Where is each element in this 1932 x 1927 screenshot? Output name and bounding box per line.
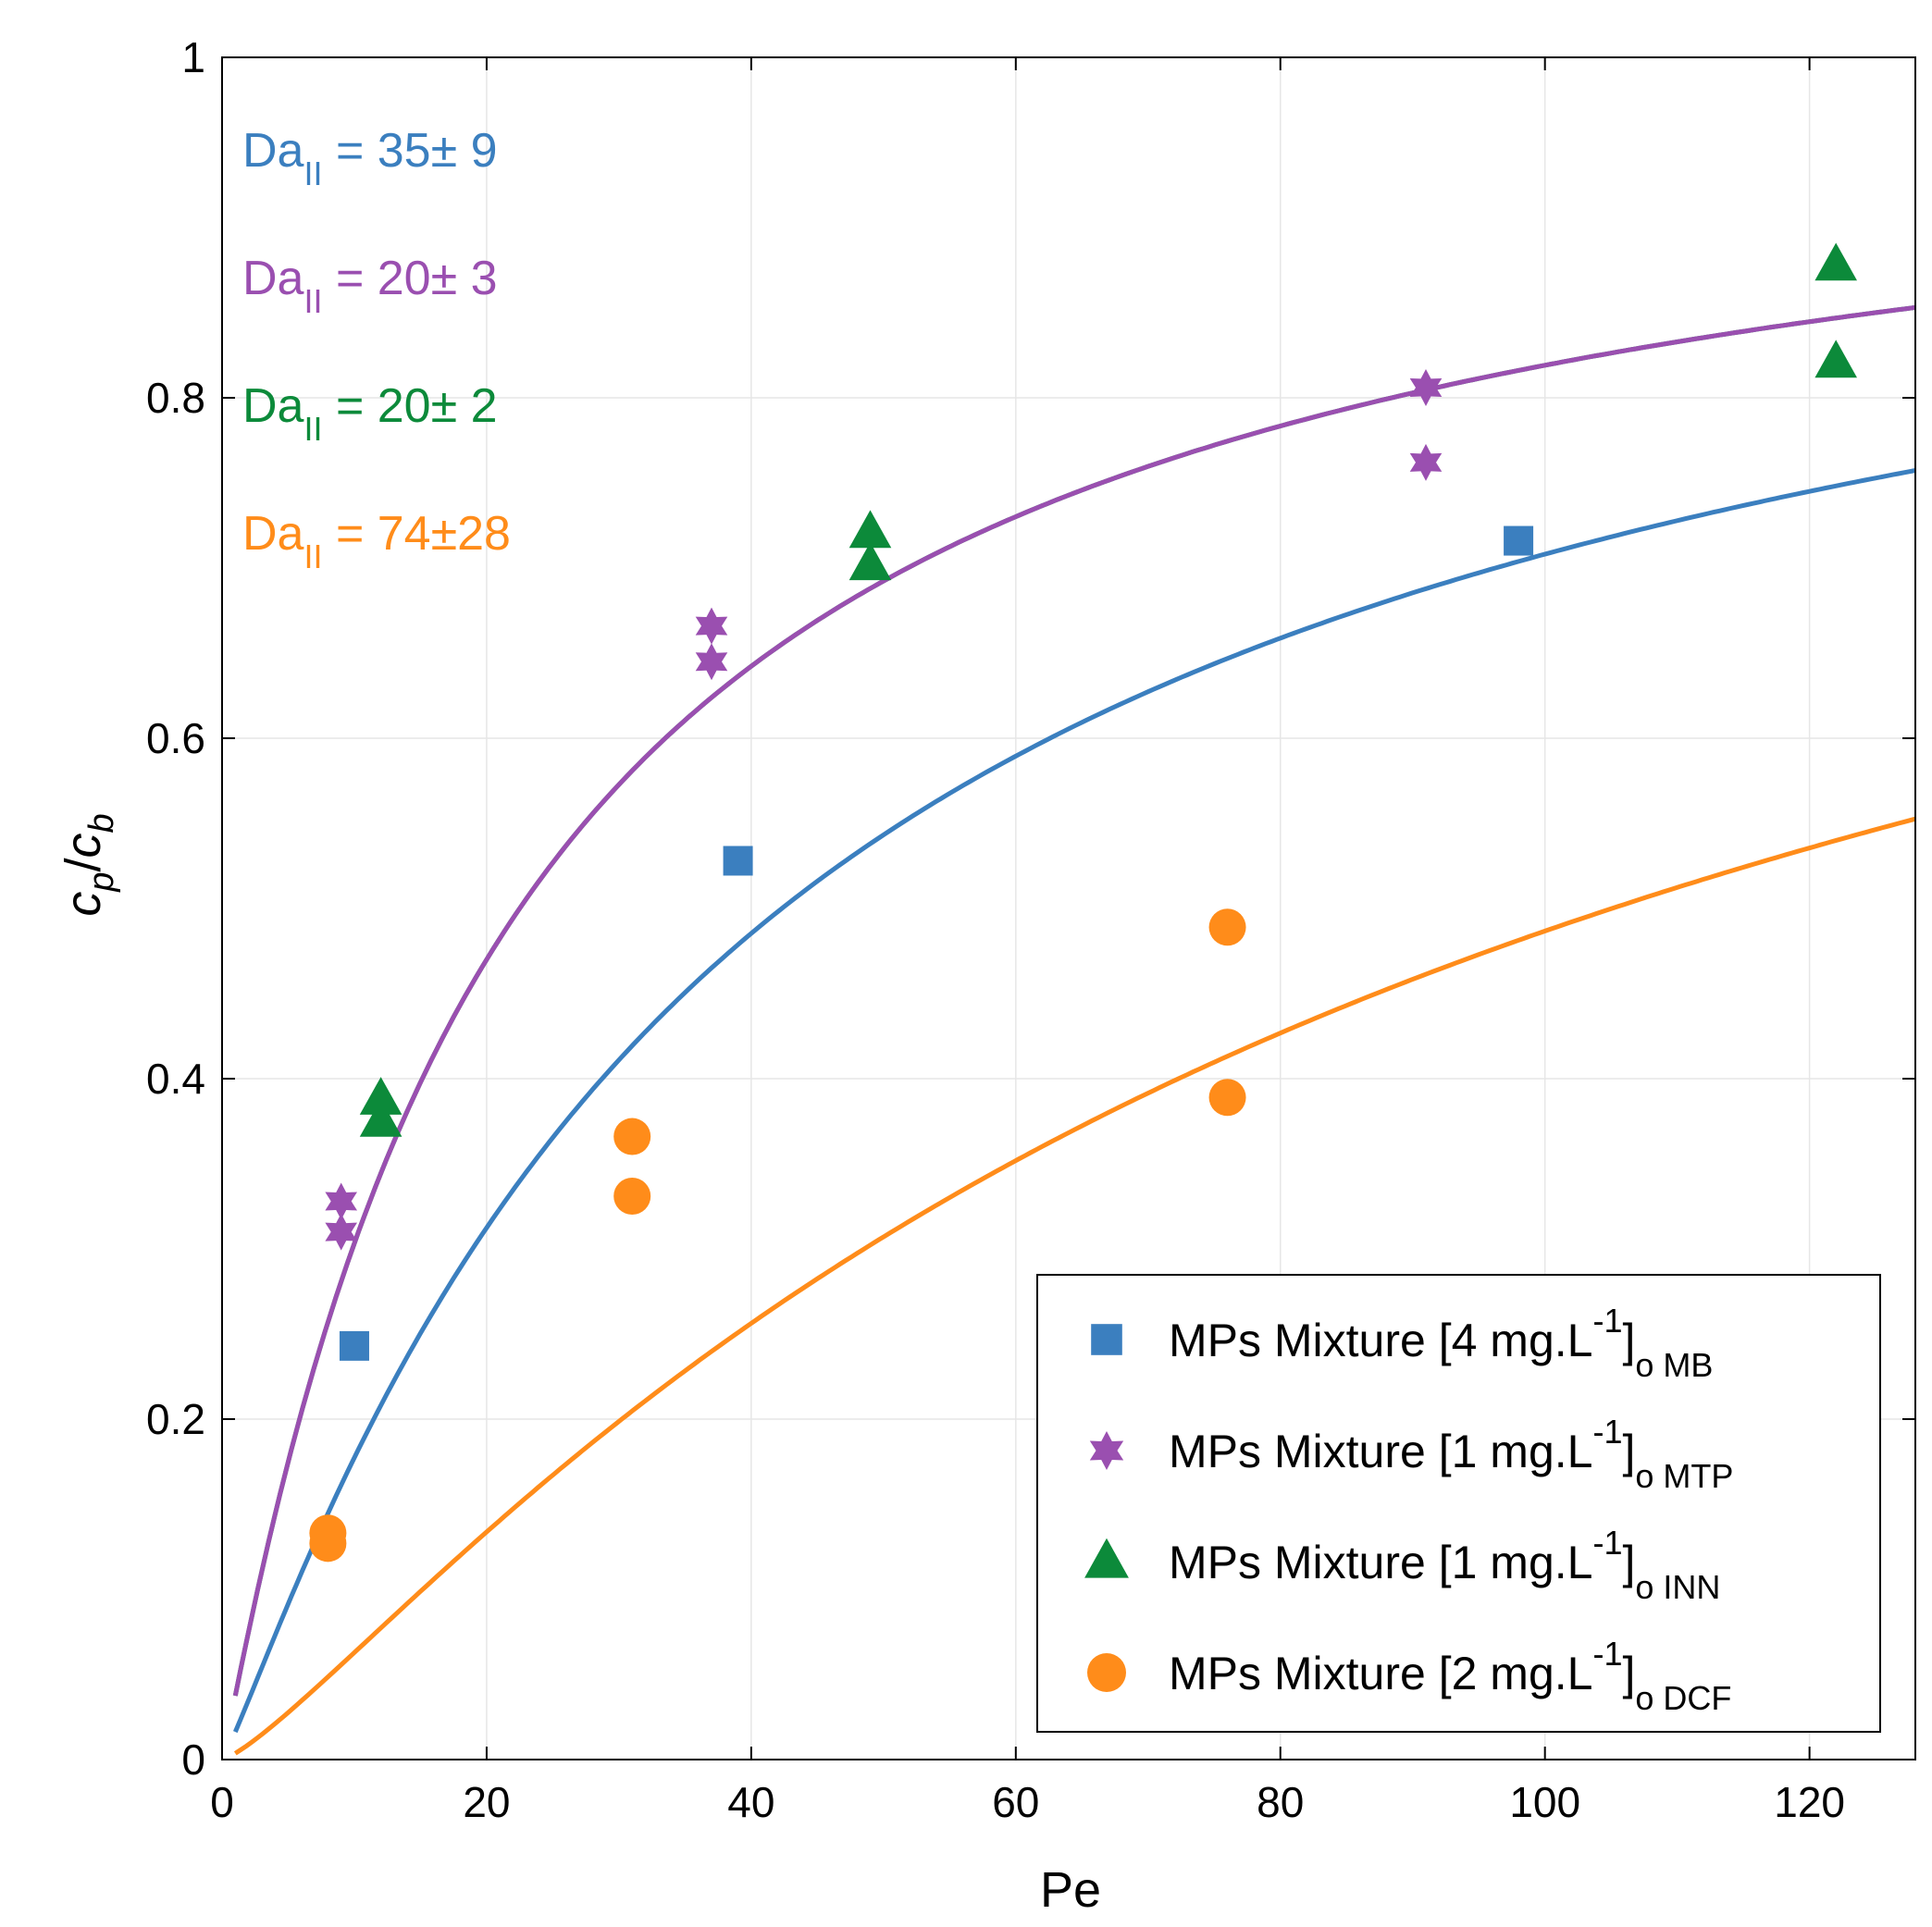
data-point-hexagram: [695, 607, 728, 645]
data-point-circle: [613, 1118, 651, 1155]
data-point-hexagram: [695, 643, 728, 681]
tick-labels: 0 20 40 60 80 100 120 0 0.2 0.4 0.6 0.8 1: [146, 33, 1845, 1826]
y-label-slash: /: [56, 858, 111, 871]
data-point-hexagram: [325, 1213, 357, 1251]
fit-curve-hexagram: [232, 304, 1916, 1697]
y-tick-label: 1: [181, 33, 205, 81]
legend-marker-triangle: [1084, 1538, 1129, 1578]
data-point-square: [723, 846, 753, 876]
fit-curve-square: [232, 468, 1916, 1734]
y-tick-label: 0.2: [146, 1395, 205, 1443]
da-annotation: DaII = 20± 3: [242, 252, 498, 320]
x-tick-label: 20: [463, 1778, 510, 1826]
data-point-triangle: [1814, 340, 1857, 378]
data-point-triangle: [1814, 242, 1857, 281]
y-label-b: b: [82, 813, 121, 833]
data-point-hexagram: [1409, 369, 1443, 406]
legend-label: MPs Mixture [4 mg.L-1]o MB: [1169, 1302, 1713, 1384]
data-point-circle: [1208, 1079, 1246, 1117]
legend: MPs Mixture [4 mg.L-1]o MB MPs Mixture [1…: [1036, 1274, 1881, 1733]
data-point-square: [339, 1330, 369, 1361]
y-tick-label: 0.4: [146, 1055, 205, 1103]
data-points: [309, 242, 1857, 1563]
data-point-square: [1504, 525, 1534, 556]
data-point-circle: [613, 1177, 651, 1215]
data-point-triangle: [359, 1077, 402, 1115]
x-tick-label: 120: [1774, 1778, 1845, 1826]
y-tick-label: 0.8: [146, 374, 205, 422]
x-axis-label: Pe: [1040, 1862, 1101, 1918]
fit-curve-circle: [233, 816, 1916, 1756]
data-point-circle: [1208, 908, 1246, 946]
data-point-circle: [309, 1525, 347, 1563]
y-label-c2: c: [56, 833, 111, 858]
axis-ticks: [221, 56, 1915, 1760]
x-tick-label: 60: [992, 1778, 1039, 1826]
x-tick-label: 0: [210, 1778, 234, 1826]
data-point-triangle: [848, 542, 892, 581]
y-label-p: p: [82, 872, 121, 893]
y-tick-label: 0: [181, 1736, 205, 1784]
y-label-c: c: [56, 892, 111, 917]
data-point-triangle: [359, 1099, 402, 1137]
x-tick-label: 40: [727, 1778, 774, 1826]
legend-label: MPs Mixture [1 mg.L-1]o MTP: [1169, 1413, 1733, 1495]
y-axis-label: cp/cb: [56, 813, 121, 916]
x-tick-label: 100: [1509, 1778, 1580, 1826]
legend-label: MPs Mixture [2 mg.L-1]o DCF: [1169, 1635, 1731, 1717]
data-point-hexagram: [1409, 443, 1443, 481]
y-tick-label: 0.6: [146, 714, 205, 762]
legend-marker-circle: [1087, 1653, 1126, 1692]
x-tick-label: 80: [1257, 1778, 1304, 1826]
legend-marker-square: [1091, 1324, 1122, 1355]
plot-frame: [221, 56, 1916, 1760]
svg-text:cp/cb: cp/cb: [56, 813, 121, 916]
legend-label: MPs Mixture [1 mg.L-1]o INN: [1169, 1524, 1720, 1606]
da-annotation: DaII = 20± 2: [242, 379, 498, 448]
data-point-triangle: [848, 510, 892, 549]
da-annotation: DaII = 35± 9: [242, 124, 498, 192]
legend-marker-hexagram: [1089, 1431, 1124, 1470]
da-annotations: DaII = 35± 9 DaII = 20± 3 DaII = 20± 2 DaII…: [242, 124, 511, 575]
legend-box: [1036, 1274, 1881, 1733]
data-point-hexagram: [325, 1182, 357, 1220]
fit-curves: [232, 304, 1916, 1756]
da-annotation: DaII = 74±28: [242, 507, 511, 575]
